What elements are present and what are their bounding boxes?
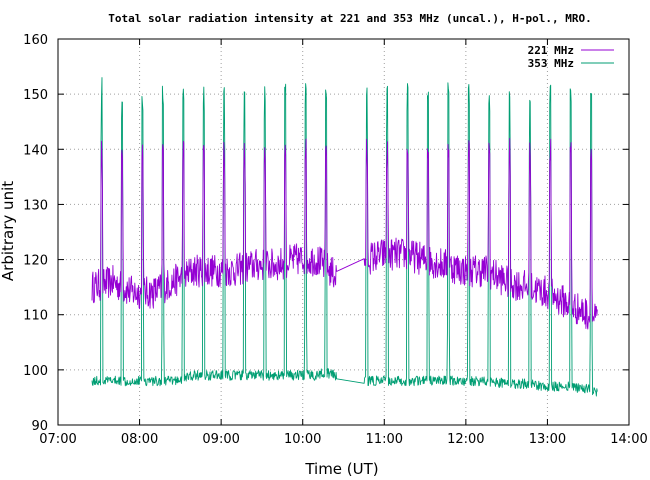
x-tick-label: 07:00 [39, 432, 76, 447]
y-axis-ticks: 90 100 110 120 130 140 150 160 [23, 33, 629, 434]
x-tick-label: 13:00 [529, 432, 566, 447]
y-tick-label: 150 [23, 88, 48, 103]
legend: 221 MHz 353 MHz [528, 44, 614, 70]
y-axis-label: Arbitrary unit [0, 181, 17, 281]
x-tick-label: 08:00 [121, 432, 158, 447]
x-axis-label: Time (UT) [304, 460, 378, 478]
x-tick-label: 12:00 [447, 432, 484, 447]
x-axis-ticks: 07:00 08:00 09:00 10:00 11:00 12:00 13:00 14:00 [39, 39, 648, 447]
y-tick-label: 160 [23, 33, 48, 48]
y-tick-label: 120 [23, 254, 48, 269]
y-tick-label: 130 [23, 198, 48, 213]
series-layer [91, 77, 598, 397]
y-tick-label: 90 [31, 419, 48, 434]
y-tick-label: 110 [23, 309, 48, 324]
grid [58, 39, 629, 425]
x-tick-label: 14:00 [610, 432, 647, 447]
series-line-221-mhz [91, 137, 598, 330]
x-tick-label: 10:00 [284, 432, 321, 447]
x-tick-label: 09:00 [202, 432, 239, 447]
x-tick-label: 11:00 [366, 432, 403, 447]
chart-title: Total solar radiation intensity at 221 a… [108, 12, 591, 25]
plot-frame [57, 38, 630, 426]
legend-label-221-mhz: 221 MHz [528, 44, 574, 57]
y-tick-label: 100 [23, 364, 48, 379]
series-line-353-mhz [91, 77, 598, 397]
legend-label-353-mhz: 353 MHz [528, 57, 574, 70]
y-tick-label: 140 [23, 143, 48, 158]
